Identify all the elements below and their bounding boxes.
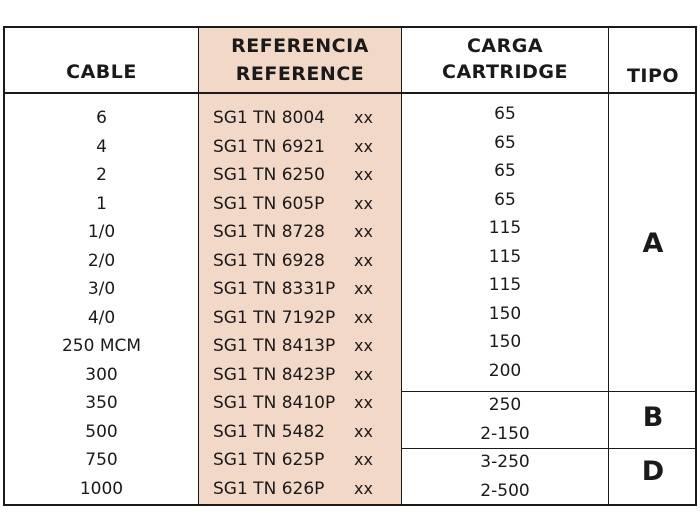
cable-size-cell: 1000	[79, 478, 124, 499]
cable-size-cell: 300	[85, 364, 118, 385]
tipo-letter: D	[641, 455, 665, 487]
cable-size-cell: 4/0	[87, 307, 116, 328]
cartridge-cell: 65	[494, 189, 516, 210]
cartridge-cell: 2-500	[480, 480, 530, 501]
reference-suffix: xx	[354, 108, 373, 127]
reference-code: SG1 TN 605P	[213, 193, 325, 214]
reference-cell: SG1 TN 625P xx	[199, 446, 401, 475]
tipo-group-divider	[402, 391, 697, 392]
reference-cell: SG1 TN 605P xx	[199, 190, 401, 219]
reference-header: REFERENCE	[235, 63, 365, 85]
reference-suffix: xx	[354, 450, 373, 469]
cartridge-cell: 65	[494, 104, 516, 124]
referencia-header: REFERENCIA	[231, 35, 369, 57]
carga-header: CARGA	[466, 35, 544, 57]
reference-cell: SG1 TN 8004 xx	[199, 104, 401, 133]
reference-column: REFERENCIA REFERENCE SG1 TN 8004 xx SG1 TN…	[198, 28, 402, 504]
cartridge-cell: 115	[488, 246, 522, 267]
reference-suffix: xx	[354, 279, 373, 298]
cartridge-cell: 150	[488, 303, 522, 324]
reference-suffix: xx	[354, 421, 373, 441]
reference-cell: SG1 TN 6921 xx	[199, 133, 401, 162]
reference-code: SG1 TN 6928	[213, 250, 325, 271]
cartridge-cell: 65	[494, 161, 516, 181]
cartridge-cell: 3-250	[480, 452, 530, 472]
reference-suffix: xx	[354, 222, 373, 241]
header-divider	[5, 92, 695, 94]
reference-suffix: xx	[354, 165, 373, 184]
cartridge-cell: 150	[488, 332, 522, 352]
cable-size-cell: 500	[85, 421, 118, 442]
reference-cell: SG1 TN 8728 xx	[199, 218, 401, 247]
reference-code: SG1 TN 8410P	[213, 393, 336, 413]
cable-size-cell: 2/0	[87, 250, 116, 271]
reference-code: SG1 TN 8004	[213, 108, 325, 128]
reference-suffix: xx	[354, 478, 373, 498]
reference-suffix: xx	[354, 336, 373, 355]
cartridge-cell: 200	[488, 360, 522, 381]
reference-suffix: xx	[354, 364, 373, 384]
reference-cell: SG1 TN 626P xx	[199, 475, 401, 504]
tipo-header: TIPO	[626, 65, 680, 87]
cartridge-header: CARTRIDGE	[442, 61, 568, 83]
cable-size-cell: 350	[85, 393, 118, 413]
cartridge-cell: 115	[488, 218, 522, 238]
reference-cell: SG1 TN 6250 xx	[199, 161, 401, 190]
cable-size-cell: 250 MCM	[61, 336, 142, 356]
tipo-group-divider	[402, 448, 697, 449]
cartridge-column: CARGA CARTRIDGE 65 65 65 65 115 115 115 150 150 2…	[402, 28, 608, 504]
cable-column: CABLE 6 4 2 1 1/0 2/0 3/0 4/0 250 MCM 300 350 500 75…	[5, 28, 198, 504]
cable-size-cell: 2	[96, 165, 107, 185]
cable-size-cell: 4	[96, 136, 107, 157]
cable-size-cell: 1	[96, 193, 107, 214]
cable-size-cell: 6	[96, 108, 107, 128]
reference-suffix: xx	[354, 193, 373, 213]
cable-size-cell: 1/0	[87, 222, 116, 242]
reference-code: SG1 TN 6250	[213, 165, 325, 185]
reference-code: SG1 TN 5482	[213, 421, 325, 442]
cable-header: CABLE	[66, 61, 137, 83]
reference-suffix: xx	[354, 250, 373, 270]
reference-cell: SG1 TN 8331P xx	[199, 275, 401, 304]
reference-cell: SG1 TN 8423P xx	[199, 361, 401, 390]
tipo-letter: A	[642, 227, 664, 259]
reference-code: SG1 TN 8413P	[213, 336, 336, 356]
reference-code: SG1 TN 8331P	[213, 279, 336, 299]
cartridge-cell: 250	[488, 395, 522, 415]
reference-cell: SG1 TN 8410P xx	[199, 389, 401, 418]
cartridge-cell: 115	[488, 275, 522, 295]
cartridge-cell: 2-150	[480, 423, 530, 444]
reference-cell: SG1 TN 7192P xx	[199, 304, 401, 333]
reference-code: SG1 TN 7192P	[213, 307, 336, 328]
reference-suffix: xx	[354, 307, 373, 327]
reference-cell: SG1 TN 5482 xx	[199, 418, 401, 447]
reference-code: SG1 TN 6921	[213, 136, 325, 157]
reference-code: SG1 TN 8423P	[213, 364, 336, 385]
reference-suffix: xx	[354, 393, 373, 412]
reference-cell: SG1 TN 8413P xx	[199, 332, 401, 361]
cable-size-cell: 3/0	[87, 279, 116, 299]
reference-code: SG1 TN 8728	[213, 222, 325, 242]
cable-size-cell: 750	[85, 450, 118, 470]
reference-suffix: xx	[354, 136, 373, 156]
cartridge-cell: 65	[494, 132, 516, 153]
reference-cell: SG1 TN 6928 xx	[199, 247, 401, 276]
reference-code: SG1 TN 626P	[213, 478, 325, 499]
reference-code: SG1 TN 625P	[213, 450, 325, 470]
tipo-letter: B	[642, 401, 664, 433]
cable-reference-table: CABLE 6 4 2 1 1/0 2/0 3/0 4/0 250 MCM 300 350 500 75…	[3, 26, 697, 506]
